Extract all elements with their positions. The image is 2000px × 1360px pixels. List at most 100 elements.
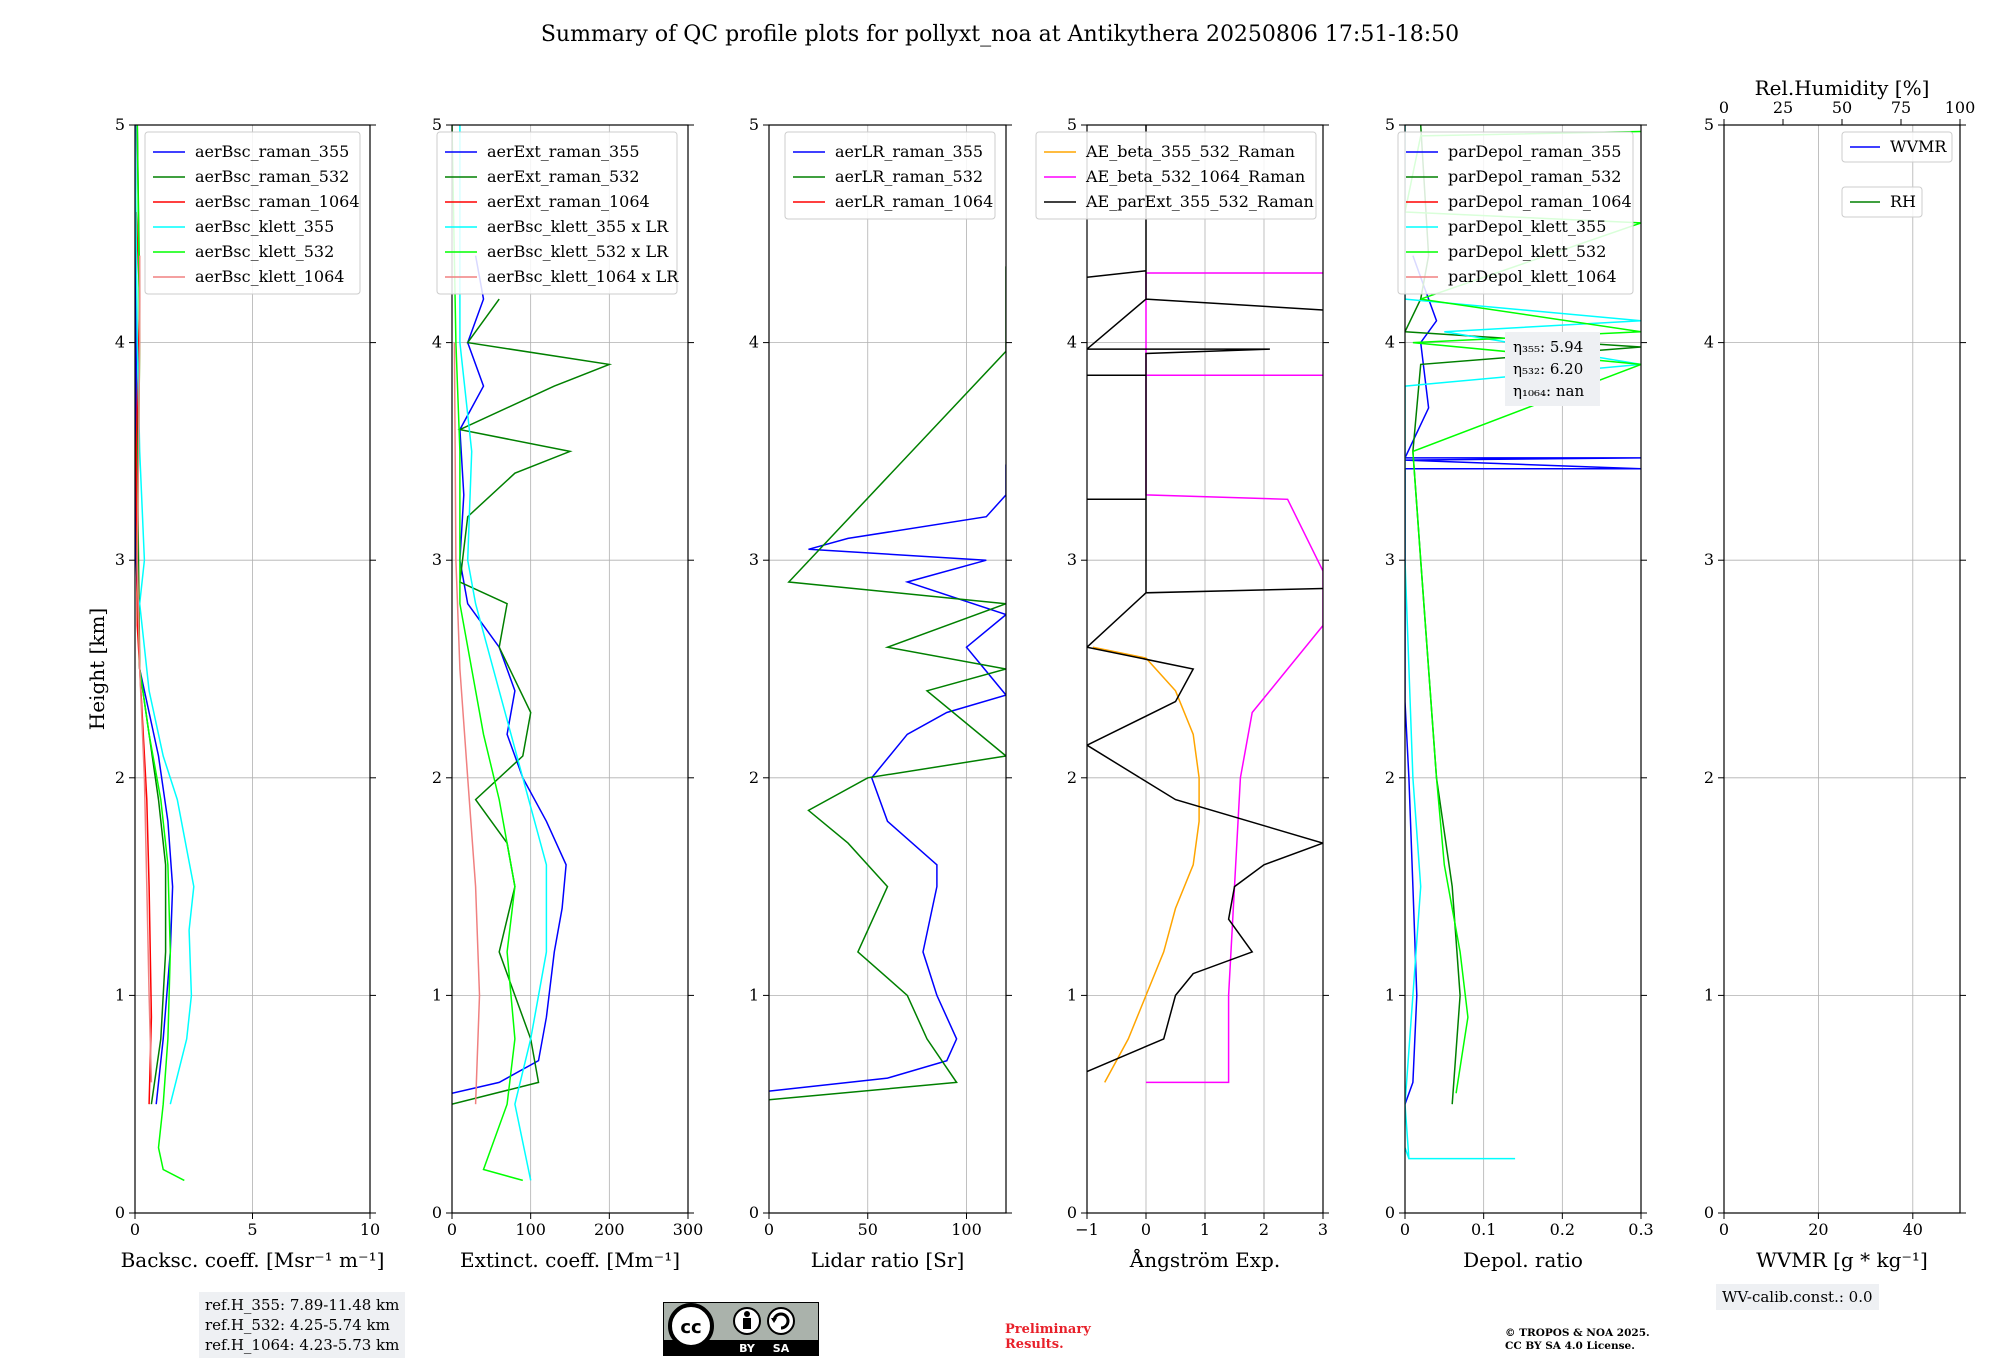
legend-label: aerBsc_klett_1064 <box>195 267 344 286</box>
x-tick-label: 0 <box>764 1220 774 1239</box>
series-line-aerBsc_klett_1064 x LR <box>453 342 481 1105</box>
series-line-parDepol_klett_355 <box>1405 125 1641 1160</box>
y-tick-label: 1 <box>115 985 125 1004</box>
series-line-AE_beta_532_1064_Raman <box>1145 272 1323 1084</box>
series-line-AE_beta_355_532_Raman <box>1092 646 1200 1083</box>
y-tick-label: 2 <box>115 768 125 787</box>
legend-box <box>1035 131 1317 220</box>
series-line-aerExt_raman_355 <box>452 255 567 1095</box>
series-group <box>452 125 613 1182</box>
y-tick-label: 2 <box>1704 768 1714 787</box>
x-tick-label: 5 <box>247 1220 257 1239</box>
legend-label: aerExt_raman_532 <box>487 167 640 186</box>
series-line-aerBsc_klett_355 <box>135 125 195 1105</box>
y-tick-label: 3 <box>432 550 442 569</box>
x-axis-label: Backsc. coeff. [Msr⁻¹ m⁻¹] <box>121 1248 385 1272</box>
panel-bsc: 0 5 10 0 1 2 3 4 5 Backsc. coeff. [Msr⁻¹ m⁻¹] aerB… <box>115 115 385 1272</box>
x-axis-label: Ångström Exp. <box>1129 1247 1280 1272</box>
series-line-parDepol_raman_355 <box>1405 255 1641 1105</box>
y-tick-label: 5 <box>749 115 759 134</box>
x-tick-label: 40 <box>1903 1220 1923 1239</box>
ref-height-355: ref.H_355: 7.89-11.48 km <box>205 1296 400 1314</box>
legend-label: aerBsc_klett_1064 x LR <box>487 267 679 286</box>
y-tick-label: 3 <box>749 550 759 569</box>
x-tick-label: 300 <box>673 1220 704 1239</box>
legend-box <box>1841 131 1953 163</box>
top-x-axis-label: Rel.Humidity [%] <box>1755 76 1930 100</box>
y-tick-label: 3 <box>1385 550 1395 569</box>
y-tick-label: 0 <box>1704 1203 1714 1222</box>
legend-label: aerLR_raman_1064 <box>835 192 993 211</box>
preliminary-line-2: Results. <box>1005 1337 1064 1352</box>
x-tick-label: 0 <box>1141 1220 1151 1239</box>
y-tick-label: 3 <box>115 550 125 569</box>
series-line-aerLR_raman_355 <box>769 464 1006 1092</box>
license-sa-label: SA <box>773 1342 790 1355</box>
series-line-aerBsc_klett_532 x LR <box>452 125 524 1182</box>
y-tick-label: 5 <box>1704 115 1714 134</box>
x-axis-label: WVMR [g * kg⁻¹] <box>1756 1248 1928 1272</box>
series-group <box>769 266 1006 1101</box>
y-tick-label: 3 <box>1704 550 1714 569</box>
panel-lr: 0 50 100 0 1 2 3 4 5 Lidar ratio [Sr] aerLR_raman_… <box>749 115 1012 1272</box>
legend-label: aerBsc_klett_355 <box>195 217 334 236</box>
cc-by-sa-icon: cc BY SA <box>662 1301 820 1357</box>
y-tick-label: 0 <box>749 1203 759 1222</box>
x-tick-label: 0.1 <box>1471 1220 1496 1239</box>
y-tick-label: 0 <box>1385 1203 1395 1222</box>
y-axis-label: Height [km] <box>85 608 109 730</box>
eta-annotation-line: η₁₀₆₄: nan <box>1513 382 1584 400</box>
eta-annotation-line: η₃₅₅: 5.94 <box>1513 338 1583 356</box>
top-x-tick-label: 50 <box>1832 98 1852 117</box>
legend-label: AE_beta_355_532_Raman <box>1085 142 1295 161</box>
y-tick-label: 5 <box>432 115 442 134</box>
top-x-tick-label: 100 <box>1945 98 1976 117</box>
top-x-tick-label: 25 <box>1773 98 1793 117</box>
wv-calib-box: WV-calib.const.: 0.0 <box>1716 1284 1879 1310</box>
y-tick-label: 4 <box>1385 333 1395 352</box>
x-tick-label: −1 <box>1075 1220 1099 1239</box>
svg-text:cc: cc <box>680 1317 701 1338</box>
legend-label: aerBsc_raman_532 <box>195 167 349 186</box>
axes-frame <box>451 124 689 1214</box>
axes-frame <box>1404 124 1642 1214</box>
legend-label: parDepol_raman_355 <box>1448 142 1621 161</box>
legend-label: parDepol_klett_355 <box>1448 217 1606 236</box>
legend-label: aerExt_raman_355 <box>487 142 640 161</box>
legend-label: parDepol_klett_1064 <box>1448 267 1617 286</box>
copyright-line-2: CC BY SA 4.0 License. <box>1505 1340 1635 1352</box>
panel-depol: 0 0.1 0.2 0.3 0 1 2 3 4 5 Depol. ratio parDepol_ram… <box>1385 115 1654 1272</box>
legend-label: aerExt_raman_1064 <box>487 192 650 211</box>
legend-label: WVMR <box>1890 137 1947 156</box>
x-tick-label: 3 <box>1318 1220 1328 1239</box>
y-tick-label: 0 <box>432 1203 442 1222</box>
y-tick-label: 2 <box>749 768 759 787</box>
x-tick-label: 0 <box>447 1220 457 1239</box>
legend-label: aerBsc_klett_532 x LR <box>487 242 669 261</box>
y-tick-label: 1 <box>432 985 442 1004</box>
x-tick-label: 20 <box>1808 1220 1828 1239</box>
x-tick-label: 10 <box>360 1220 380 1239</box>
y-tick-label: 2 <box>1385 768 1395 787</box>
wv-calib-label: WV-calib.const.: 0.0 <box>1722 1288 1873 1306</box>
x-axis-label: Lidar ratio [Sr] <box>811 1248 965 1272</box>
series-group <box>135 125 195 1182</box>
x-tick-label: 0.2 <box>1550 1220 1575 1239</box>
y-tick-label: 5 <box>1385 115 1395 134</box>
preliminary-note: Preliminary Results. <box>1005 1322 1091 1352</box>
legend-label: aerBsc_klett_355 x LR <box>487 217 669 236</box>
y-tick-label: 4 <box>115 333 125 352</box>
x-tick-label: 0 <box>130 1220 140 1239</box>
y-tick-label: 4 <box>1704 333 1714 352</box>
eta-annotation-box <box>1505 332 1600 406</box>
x-tick-label: 100 <box>951 1220 982 1239</box>
top-x-tick-label: 0 <box>1719 98 1729 117</box>
x-tick-label: 2 <box>1259 1220 1269 1239</box>
x-tick-label: 100 <box>515 1220 546 1239</box>
ref-height-1064: ref.H_1064: 4.23-5.73 km <box>205 1336 400 1354</box>
top-x-tick-label: 75 <box>1891 98 1911 117</box>
series-line-aerLR_raman_532 <box>769 266 1006 1101</box>
legend-box <box>144 131 361 295</box>
